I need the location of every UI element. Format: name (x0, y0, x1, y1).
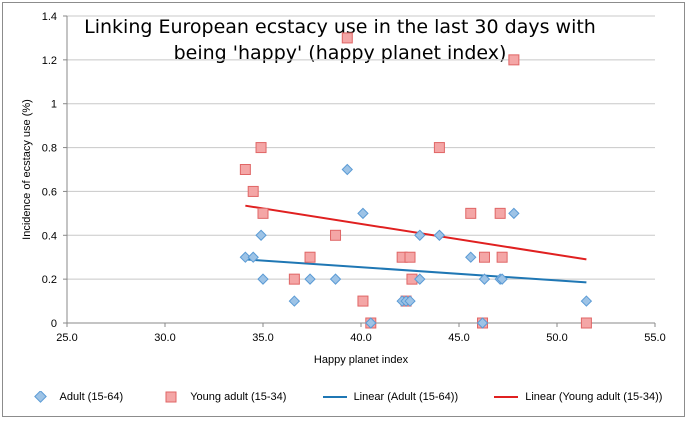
x-tick-label: 35.0 (252, 332, 273, 344)
x-tick-label: 40.0 (350, 332, 371, 344)
gridlines (67, 15, 655, 280)
adult-point (404, 295, 416, 307)
adult-point (580, 295, 593, 307)
trendline (245, 258, 587, 284)
chart-title-line-2: being 'happy' (happy planet index) (173, 42, 507, 64)
young-adult-point (465, 207, 477, 219)
y-tick-label: 1 (51, 99, 57, 111)
chart-title-line-1: Linking European ecstacy use in the last… (84, 16, 596, 38)
data-points (239, 32, 593, 329)
chart-frame (2, 2, 685, 417)
young-adult-point (404, 251, 416, 263)
y-tick-label: 1.4 (42, 11, 57, 23)
legend: Adult (15-64) Young adult (15-34) Linear… (10, 383, 680, 411)
young-adult-point (257, 207, 269, 219)
young-adult-point (341, 32, 353, 44)
legend-label-adult: Adult (15-64) (59, 391, 124, 403)
legend-item-adult: Adult (15-64) (28, 391, 124, 403)
legend-item-young-adult: Young adult (15-34) (158, 391, 286, 403)
y-tick-label: 0.8 (42, 143, 57, 155)
legend-item-linear-young-adult: Linear (Young adult (15-34)) (493, 391, 662, 403)
adult-point (478, 273, 491, 285)
young-adult-point (288, 273, 300, 285)
y-tick-label: 1.2 (42, 55, 57, 67)
adult-point (476, 317, 489, 329)
x-tick-label: 45.0 (448, 332, 469, 344)
adult-point (329, 273, 342, 285)
young-adult-point (496, 251, 508, 263)
adult-point (341, 163, 353, 176)
young-adult-point (304, 251, 316, 263)
y-tick-label: 0.4 (42, 230, 57, 242)
adult-point (239, 251, 252, 263)
adult-point (414, 229, 426, 241)
y-axis-title: Incidence of ecstacy use (%) (21, 99, 33, 240)
adult-point (465, 251, 477, 263)
x-tick-label: 30.0 (154, 332, 175, 344)
young-adult-point (580, 317, 592, 329)
scatter-plot: 0 0.2 0.4 0.6 0.8 1 1.2 1.4 25.0 30.0 35.0 40.0 45.0… (21, 11, 666, 366)
x-tick-label: 55.0 (644, 332, 665, 344)
young-adult-point (239, 164, 251, 175)
young-adult-point (508, 54, 520, 66)
adult-point (365, 317, 377, 329)
legend-item-linear-adult: Linear (Adult (15-64)) (322, 391, 459, 403)
adult-point (496, 273, 508, 285)
legend-label-linear-adult: Linear (Adult (15-64)) (353, 391, 459, 403)
adult-point (247, 251, 259, 263)
adult-point (255, 229, 267, 241)
adult-point (508, 207, 520, 220)
legend-diamond-icon (28, 391, 54, 403)
adult-point (288, 295, 301, 307)
axes (63, 15, 656, 327)
young-adult-point (478, 251, 490, 263)
adult-point (433, 229, 446, 241)
x-axis-title: Happy planet index (314, 354, 409, 366)
x-tick-label: 50.0 (546, 332, 567, 344)
young-adult-point (330, 229, 342, 241)
x-tick-label: 25.0 (56, 332, 77, 344)
y-tick-label: 0.2 (42, 274, 57, 286)
legend-square-icon (158, 391, 184, 403)
adult-point (357, 207, 369, 220)
y-tick-label: 0 (51, 318, 57, 330)
trendlines (245, 204, 587, 284)
tick-labels: 0 0.2 0.4 0.6 0.8 1 1.2 1.4 25.0 30.0 35.0 40.0 45.0… (42, 11, 666, 344)
young-adult-point (255, 142, 267, 154)
adult-point (414, 273, 426, 285)
legend-label-linear-young-adult: Linear (Young adult (15-34)) (525, 391, 663, 403)
legend-blue-line-icon (322, 391, 348, 403)
legend-red-line-icon (493, 391, 519, 403)
adult-point (257, 273, 269, 285)
young-adult-point (494, 207, 506, 219)
chart-title: Linking European ecstacy use in the last… (60, 14, 620, 66)
young-adult-point (357, 295, 369, 307)
legend-label-young-adult: Young adult (15-34) (190, 391, 287, 403)
adult-point (304, 273, 316, 285)
young-adult-point (433, 142, 445, 154)
trendline (245, 204, 587, 261)
young-adult-point (247, 185, 259, 197)
y-tick-label: 0.6 (42, 186, 57, 198)
